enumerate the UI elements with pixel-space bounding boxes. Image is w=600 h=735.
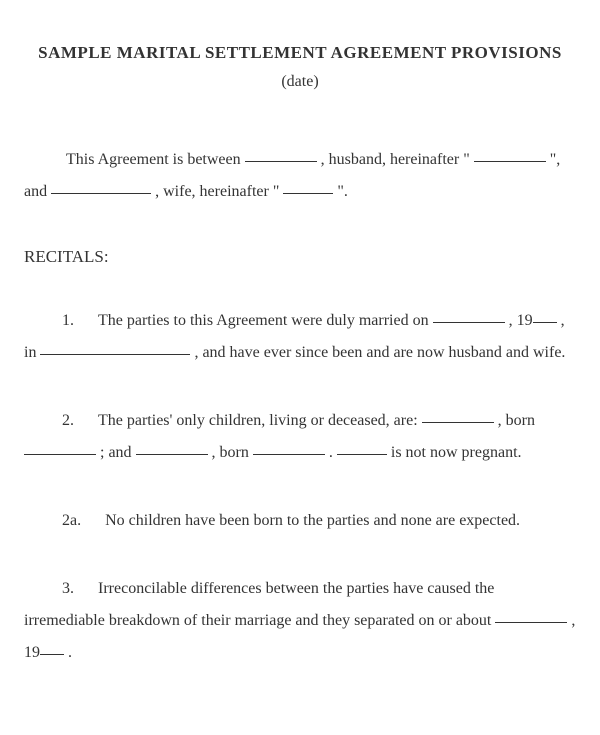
intro-t1: This Agreement is between [66, 151, 245, 168]
recital-1: 1. The parties to this Agreement were dul… [24, 305, 576, 369]
date-label: (date) [24, 70, 576, 94]
recital-2-a: The parties' only children, living or de… [98, 412, 422, 429]
intro-t4: , wife, hereinafter " [151, 183, 283, 200]
recital-1-a: The parties to this Agreement were duly … [98, 312, 433, 329]
recital-2-f: is not now pregnant. [387, 444, 522, 461]
recital-3-c: . [64, 644, 72, 661]
recital-2: 2. The parties' only children, living or … [24, 405, 576, 469]
blank-wife-alias [283, 193, 333, 194]
blank-marriage-date [433, 322, 505, 323]
recital-1-num: 1. [62, 312, 74, 329]
blank-marriage-place [40, 354, 190, 355]
blank-child1-born [24, 454, 96, 455]
blank-separation-date [495, 622, 567, 623]
intro-paragraph: This Agreement is between , husband, her… [24, 144, 576, 208]
recital-3: 3.Irreconcilable differences between the… [24, 573, 576, 669]
blank-husband-alias [474, 161, 546, 162]
recital-3-num: 3. [62, 580, 74, 597]
recital-2a-num: 2a. [62, 512, 81, 529]
recital-2a-a: No children have been born to the partie… [105, 512, 520, 529]
blank-husband-name [245, 161, 317, 162]
recital-2-num: 2. [62, 412, 74, 429]
recital-1-b: , 19 [505, 312, 533, 329]
title-block: SAMPLE MARITAL SETTLEMENT AGREEMENT PROV… [24, 40, 576, 94]
intro-t2: , husband, hereinafter " [317, 151, 474, 168]
recital-2-c: ; and [96, 444, 136, 461]
document-title: SAMPLE MARITAL SETTLEMENT AGREEMENT PROV… [24, 40, 576, 66]
blank-separation-year [40, 654, 64, 655]
recital-2-e: . [325, 444, 337, 461]
recitals-heading: RECITALS: [24, 244, 576, 270]
blank-pregnant-subject [337, 454, 387, 455]
recital-1-d: , and have ever since been and are now h… [190, 344, 565, 361]
blank-marriage-year [533, 322, 557, 323]
blank-child2-name [136, 454, 208, 455]
blank-child2-born [253, 454, 325, 455]
blank-wife-name [51, 193, 151, 194]
recital-3-a: Irreconcilable differences between the p… [24, 580, 495, 629]
recital-2-d: , born [208, 444, 253, 461]
blank-child1-name [422, 422, 494, 423]
intro-t5: ". [333, 183, 348, 200]
recital-2a: 2a. No children have been born to the par… [24, 505, 576, 537]
recital-2-b: , born [494, 412, 535, 429]
